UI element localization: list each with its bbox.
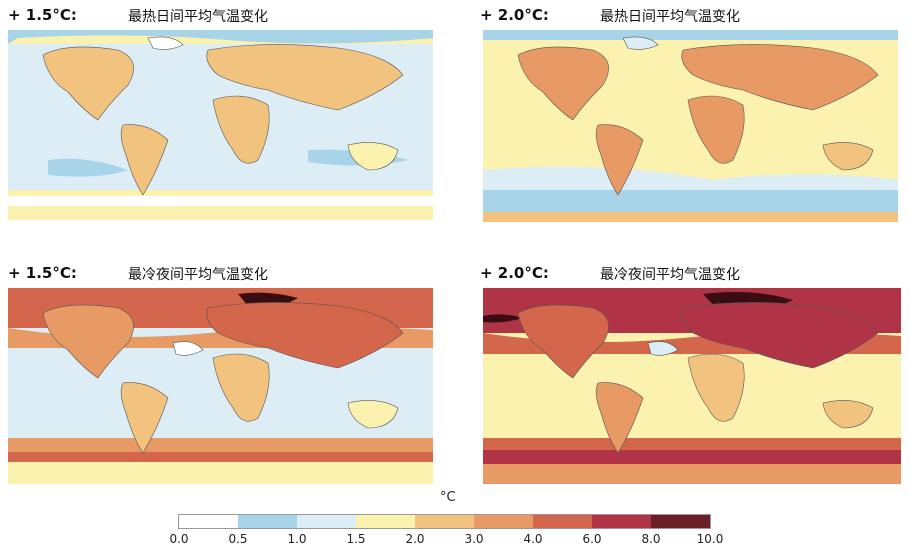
legend-tick-label: 6.0 (582, 532, 602, 546)
color-legend: °C 0.0 0.5 1.0 1.5 2.0 3.0 4.0 6.0 8.0 10.0 (169, 490, 730, 546)
world-map-night-2p0 (483, 288, 901, 484)
world-map-night-1p5 (8, 288, 433, 484)
legend-swatch (179, 515, 238, 528)
world-map-day-1p5 (8, 30, 433, 220)
legend-swatch (356, 515, 415, 528)
panel-title: 最热日间平均气温变化 (128, 9, 268, 25)
legend-swatch (297, 515, 356, 528)
legend-tick-label: 0.5 (228, 532, 248, 546)
legend-tick-label: 3.0 (464, 532, 484, 546)
legend-swatch (474, 515, 533, 528)
warming-level-label: + 2.0°C: (480, 6, 549, 24)
panel-title: 最冷夜间平均气温变化 (128, 267, 268, 283)
legend-tick-label: 1.5 (346, 532, 366, 546)
panel-header: + 2.0°C: 最冷夜间平均气温变化 (480, 262, 910, 284)
panel-header: + 1.5°C: 最热日间平均气温变化 (8, 4, 448, 26)
legend-color-bar (178, 514, 711, 529)
legend-swatch (651, 515, 710, 528)
legend-tick-label: 0.0 (169, 532, 189, 546)
legend-swatch (415, 515, 474, 528)
panel-title: 最热日间平均气温变化 (600, 9, 740, 25)
panel-title: 最冷夜间平均气温变化 (600, 267, 740, 283)
legend-tick-label: 8.0 (641, 532, 661, 546)
warming-level-label: + 2.0°C: (480, 264, 549, 282)
legend-tick-label: 10.0 (696, 532, 724, 546)
legend-swatch (592, 515, 651, 528)
world-map-day-2p0 (483, 30, 898, 222)
warming-level-label: + 1.5°C: (8, 6, 77, 24)
legend-tick-label: 2.0 (405, 532, 425, 546)
legend-swatch (238, 515, 297, 528)
legend-tick-label: 1.0 (287, 532, 307, 546)
warming-level-label: + 1.5°C: (8, 264, 77, 282)
legend-tick-label: 4.0 (523, 532, 543, 546)
panel-header: + 2.0°C: 最热日间平均气温变化 (480, 4, 910, 26)
panel-header: + 1.5°C: 最冷夜间平均气温变化 (8, 262, 448, 284)
legend-unit: °C (440, 490, 456, 505)
legend-swatch (533, 515, 592, 528)
